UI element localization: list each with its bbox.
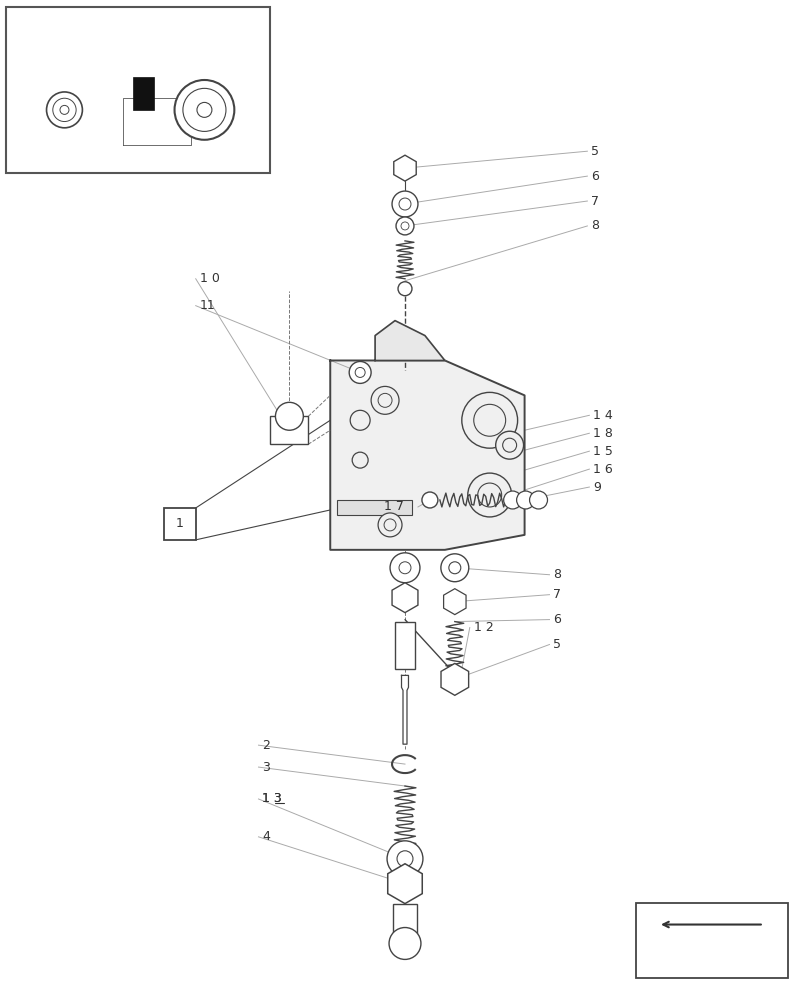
Text: 1 7: 1 7 bbox=[384, 500, 404, 513]
Text: 11: 11 bbox=[200, 299, 216, 312]
Polygon shape bbox=[388, 864, 423, 904]
Polygon shape bbox=[123, 98, 191, 145]
Circle shape bbox=[390, 553, 420, 583]
Circle shape bbox=[349, 361, 371, 383]
Circle shape bbox=[197, 102, 212, 117]
Circle shape bbox=[350, 410, 370, 430]
Circle shape bbox=[441, 554, 469, 582]
Text: 3: 3 bbox=[263, 761, 271, 774]
Circle shape bbox=[53, 98, 76, 122]
Text: 1 2: 1 2 bbox=[473, 621, 494, 634]
Circle shape bbox=[399, 198, 411, 210]
Text: 1 0: 1 0 bbox=[200, 272, 220, 285]
Text: 7: 7 bbox=[591, 195, 600, 208]
Polygon shape bbox=[375, 321, 445, 360]
Circle shape bbox=[398, 282, 412, 296]
Circle shape bbox=[503, 438, 516, 452]
Text: 6: 6 bbox=[591, 170, 600, 183]
Bar bbox=[395, 622, 415, 669]
Circle shape bbox=[529, 491, 548, 509]
Bar bbox=[393, 904, 417, 941]
Text: 2: 2 bbox=[263, 739, 271, 752]
Circle shape bbox=[396, 217, 414, 235]
Bar bbox=[133, 77, 154, 110]
Circle shape bbox=[478, 483, 502, 507]
Circle shape bbox=[183, 88, 226, 131]
Polygon shape bbox=[393, 155, 416, 181]
Polygon shape bbox=[330, 360, 524, 550]
Circle shape bbox=[175, 80, 234, 140]
Text: 9: 9 bbox=[593, 481, 601, 494]
Circle shape bbox=[495, 431, 524, 459]
Text: 1: 1 bbox=[176, 517, 183, 530]
Circle shape bbox=[422, 492, 438, 508]
Circle shape bbox=[462, 392, 518, 448]
Circle shape bbox=[392, 191, 418, 217]
Text: 1 5: 1 5 bbox=[593, 445, 613, 458]
Circle shape bbox=[60, 105, 69, 114]
Polygon shape bbox=[402, 675, 409, 744]
Circle shape bbox=[516, 491, 535, 509]
Polygon shape bbox=[441, 663, 469, 695]
Bar bbox=[6, 7, 271, 173]
Circle shape bbox=[468, 473, 511, 517]
Text: 1 4: 1 4 bbox=[593, 409, 613, 422]
Circle shape bbox=[397, 851, 413, 867]
Circle shape bbox=[356, 367, 365, 377]
Circle shape bbox=[371, 386, 399, 414]
Text: 1 3: 1 3 bbox=[263, 792, 282, 805]
Polygon shape bbox=[54, 48, 244, 148]
Circle shape bbox=[276, 402, 303, 430]
Circle shape bbox=[503, 491, 522, 509]
Text: 1 8: 1 8 bbox=[593, 427, 613, 440]
Text: 6: 6 bbox=[553, 613, 562, 626]
Circle shape bbox=[352, 452, 368, 468]
Bar bbox=[636, 903, 788, 978]
Circle shape bbox=[378, 393, 392, 407]
Text: 5: 5 bbox=[553, 638, 562, 651]
Polygon shape bbox=[117, 82, 196, 148]
Circle shape bbox=[399, 562, 411, 574]
Polygon shape bbox=[444, 589, 466, 615]
Circle shape bbox=[473, 404, 506, 436]
Circle shape bbox=[384, 519, 396, 531]
Circle shape bbox=[401, 222, 409, 230]
Circle shape bbox=[387, 841, 423, 877]
Text: 7: 7 bbox=[553, 588, 562, 601]
Circle shape bbox=[389, 928, 421, 959]
Text: 1 6: 1 6 bbox=[593, 463, 613, 476]
Bar bbox=[337, 500, 412, 515]
Polygon shape bbox=[392, 583, 418, 613]
Text: 4: 4 bbox=[263, 830, 271, 843]
Circle shape bbox=[449, 562, 461, 574]
Bar bbox=[271, 416, 309, 444]
Circle shape bbox=[47, 92, 82, 128]
Text: 1 3: 1 3 bbox=[263, 792, 282, 805]
Text: 8: 8 bbox=[591, 219, 600, 232]
Bar bbox=[164, 508, 196, 540]
Circle shape bbox=[378, 513, 402, 537]
Text: 8: 8 bbox=[553, 568, 562, 581]
Text: 5: 5 bbox=[591, 145, 600, 158]
